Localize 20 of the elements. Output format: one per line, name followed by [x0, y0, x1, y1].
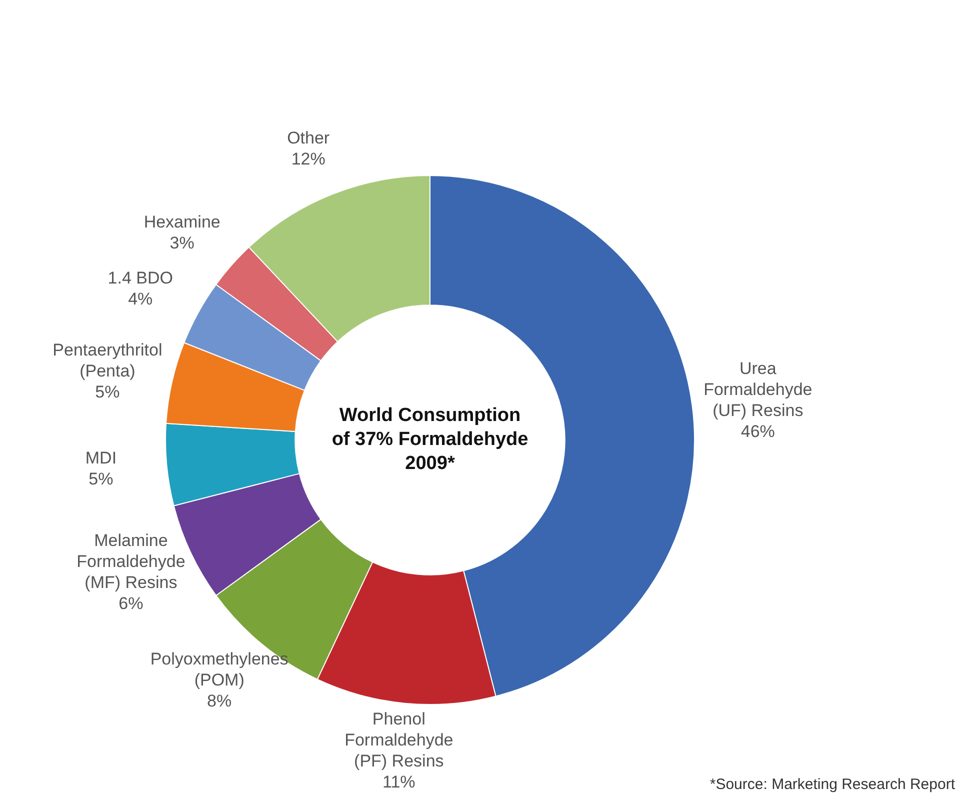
- data-label: 12%: [291, 150, 326, 169]
- data-label: 4%: [128, 290, 153, 309]
- data-label: 11%: [382, 772, 416, 792]
- text: *Source: Marketing Research Report: [710, 776, 956, 794]
- data-label: 5%: [95, 382, 120, 402]
- slice-label: 1.4 BDO: [108, 268, 173, 288]
- slice-label: Pentaerythritol (Penta): [52, 340, 162, 381]
- text: World Consumption of 37% Formaldehyde 2009*: [332, 405, 528, 474]
- slice-label: Phenol Formaldehyde (PF) Resins: [344, 709, 454, 770]
- data-label: 3%: [170, 234, 194, 253]
- data-label: 6%: [118, 594, 144, 614]
- slice-label: Hexamine: [144, 212, 220, 232]
- data-label: 46%: [740, 422, 775, 442]
- slice-label: Other: [287, 128, 330, 148]
- slice-label: MDI: [85, 448, 117, 468]
- slice-label: Polyoxmethylenes (POM): [150, 649, 288, 690]
- data-label: 5%: [88, 470, 114, 489]
- slice-label: Urea Formaldehyde (UF) Resins: [704, 359, 812, 420]
- data-label: 8%: [207, 691, 232, 710]
- slice-label: Melamine Formaldehyde (MF) Resins: [76, 531, 186, 592]
